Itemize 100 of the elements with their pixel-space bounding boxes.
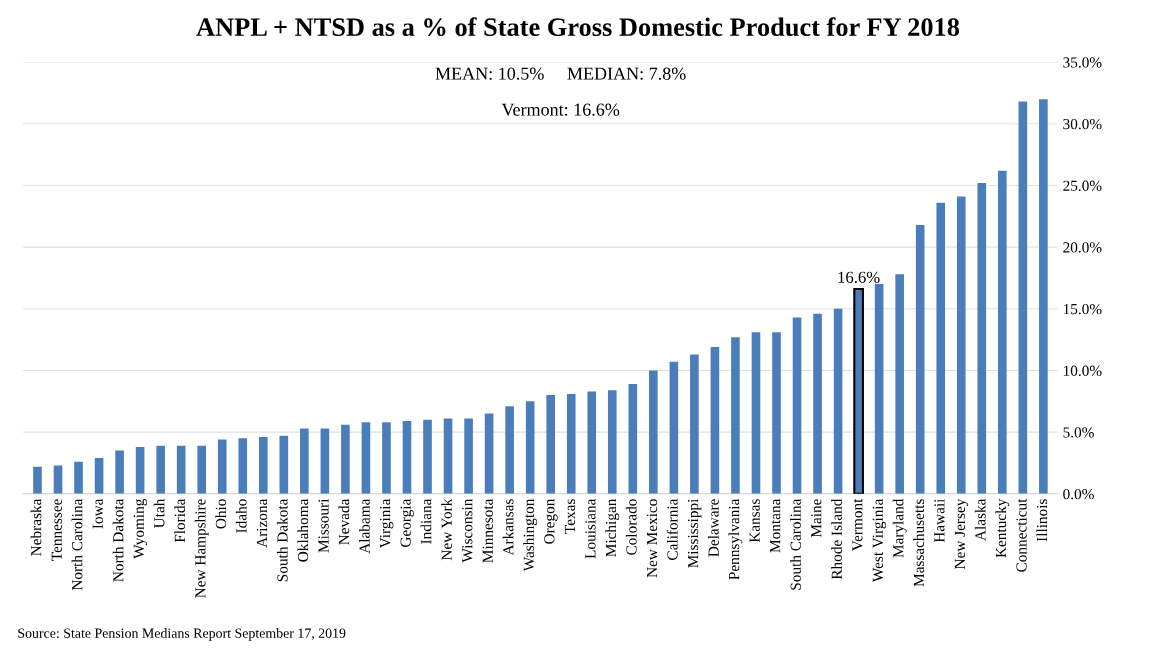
bar <box>628 384 638 494</box>
y-tick-label: 35.0% <box>1063 57 1102 68</box>
bar <box>361 422 371 494</box>
x-tick-label: Kansas <box>749 499 760 543</box>
x-tick-label: Alabama <box>359 498 370 554</box>
bar <box>94 458 104 494</box>
source-note: Source: State Pension Medians Report September 17, 2019 <box>18 628 346 641</box>
x-tick-label: Pennsylvania <box>728 498 743 580</box>
y-tick-label: 5.0% <box>1063 427 1094 438</box>
bar <box>156 445 165 494</box>
y-tick-label: 25.0% <box>1063 180 1102 191</box>
x-tick-label: Massachusetts <box>913 499 925 587</box>
bar <box>751 332 761 494</box>
annotation: Vermont: 16.6% <box>501 103 620 116</box>
bar <box>74 461 83 494</box>
x-tick-label: Idaho <box>235 499 247 533</box>
bar <box>874 284 884 494</box>
bar <box>587 391 597 494</box>
bar <box>977 182 987 494</box>
x-tick-label: Virginia <box>379 498 394 549</box>
bar <box>443 418 453 494</box>
x-tick-label: South Dakota <box>276 498 288 582</box>
bar <box>382 422 391 494</box>
x-tick-label: Nevada <box>338 498 350 545</box>
bar <box>525 401 535 494</box>
y-tick-label: 30.0% <box>1063 118 1102 130</box>
bar <box>505 406 514 494</box>
x-tick-label: Arkansas <box>502 499 514 556</box>
x-tick-label: Rhode Island <box>831 498 842 580</box>
bar <box>341 424 350 494</box>
x-tick-label: North Dakota <box>112 498 124 582</box>
bar <box>772 332 781 494</box>
x-tick-label: Florida <box>174 498 186 543</box>
bar <box>115 450 124 494</box>
x-tick-label: Maine <box>811 499 822 538</box>
x-tick-label: West Virginia <box>872 498 887 583</box>
x-tick-label: Ohio <box>215 499 227 529</box>
bar <box>998 170 1007 494</box>
x-tick-label: Washington <box>523 498 538 572</box>
bar <box>936 202 946 494</box>
bar <box>915 224 925 494</box>
x-tick-label: Hawaii <box>934 498 945 543</box>
x-tick-label: Alaska <box>974 498 986 541</box>
data-label: 16.6% <box>838 271 880 283</box>
annotation: MEAN: 10.5% MEDIAN: 7.8% <box>435 67 686 80</box>
x-tick-label: Tennessee <box>51 499 62 561</box>
bar <box>690 354 699 494</box>
bar <box>423 419 432 494</box>
bar <box>33 466 42 494</box>
bar <box>813 313 822 494</box>
bar <box>402 421 412 494</box>
x-tick-label: Louisiana <box>585 498 596 559</box>
bar <box>546 395 555 494</box>
x-tick-label: Indiana <box>420 498 432 544</box>
bar <box>649 370 658 494</box>
x-tick-label: Illinois <box>1036 499 1048 542</box>
x-tick-label: Mississippi <box>687 498 702 568</box>
bar <box>238 438 248 494</box>
bar <box>607 390 617 494</box>
bar <box>464 418 473 494</box>
bar <box>197 445 207 494</box>
bar <box>669 361 679 494</box>
x-tick-label: Kentucky <box>995 498 1010 558</box>
x-tick-label: Maryland <box>892 498 907 558</box>
x-tick-label: Missouri <box>318 498 329 553</box>
bar <box>217 439 227 494</box>
bar <box>484 413 494 494</box>
x-tick-label: Connecticut <box>1016 498 1027 572</box>
x-tick-label: Utah <box>153 498 165 529</box>
x-tick-label: Delaware <box>707 499 719 557</box>
x-tick-label: Georgia <box>400 498 414 547</box>
x-tick-label: Arizona <box>256 498 268 548</box>
bar <box>279 435 289 494</box>
y-tick-label: 10.0% <box>1063 365 1102 376</box>
bar <box>176 445 186 494</box>
x-tick-label: Minnesota <box>482 498 493 563</box>
x-tick-label: South Carolina <box>790 498 801 590</box>
x-tick-label: New Jersey <box>954 498 969 570</box>
bar <box>853 288 864 494</box>
x-tick-label: Oklahoma <box>297 498 309 562</box>
bar <box>895 274 904 494</box>
bar <box>1018 101 1028 494</box>
x-tick-label: New Hampshire <box>194 499 209 598</box>
bar <box>833 308 843 494</box>
bar <box>710 347 720 494</box>
x-tick-label: Oregon <box>544 498 558 544</box>
x-tick-label: Michigan <box>605 498 620 557</box>
x-tick-label: New Mexico <box>646 499 658 578</box>
bar <box>300 428 309 494</box>
bar <box>258 437 268 494</box>
y-tick-label: 20.0% <box>1063 242 1102 253</box>
bar <box>956 196 966 494</box>
x-tick-label: Vermont <box>852 498 863 552</box>
bar <box>320 428 330 494</box>
x-tick-label: Texas <box>564 499 576 534</box>
x-tick-label: Nebraska <box>30 498 42 556</box>
y-tick-label: 15.0% <box>1063 303 1102 315</box>
x-tick-label: Colorado <box>625 499 637 555</box>
bar <box>1039 99 1048 494</box>
x-tick-label: New York <box>441 498 452 561</box>
